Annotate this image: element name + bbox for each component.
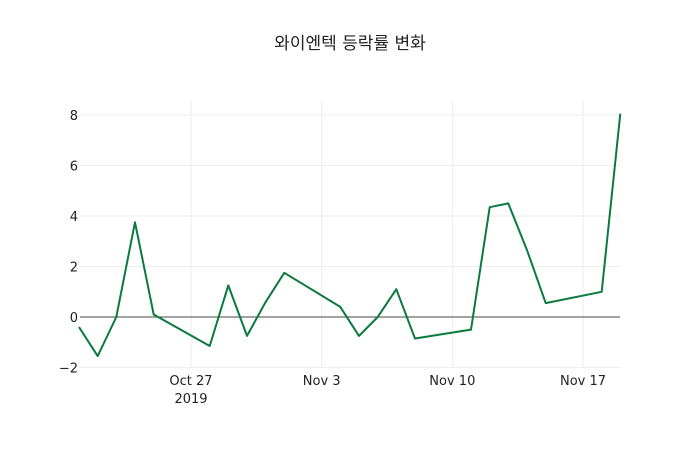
gridlines xyxy=(80,100,620,368)
x-tick-label: Oct 27 xyxy=(169,374,212,389)
y-axis-ticks: −2 0 2 4 6 8 xyxy=(59,109,78,377)
y-tick-label: 4 xyxy=(70,210,78,225)
series-line xyxy=(78,113,622,358)
x-tick-label: Nov 17 xyxy=(560,374,606,389)
x-axis-ticks: Oct 27 2019 Nov 3 Nov 10 Nov 17 xyxy=(169,374,606,407)
x-tick-label: Nov 10 xyxy=(429,374,475,389)
y-tick-label: −2 xyxy=(59,362,78,377)
y-tick-label: 6 xyxy=(70,160,78,175)
y-tick-label: 0 xyxy=(70,311,78,326)
chart-title: 와이엔텍 등락률 변화 xyxy=(274,34,426,54)
y-tick-label: 2 xyxy=(70,261,78,276)
x-tick-label: Nov 3 xyxy=(303,374,341,389)
y-tick-label: 8 xyxy=(70,109,78,124)
x-tick-year-label: 2019 xyxy=(174,392,207,407)
